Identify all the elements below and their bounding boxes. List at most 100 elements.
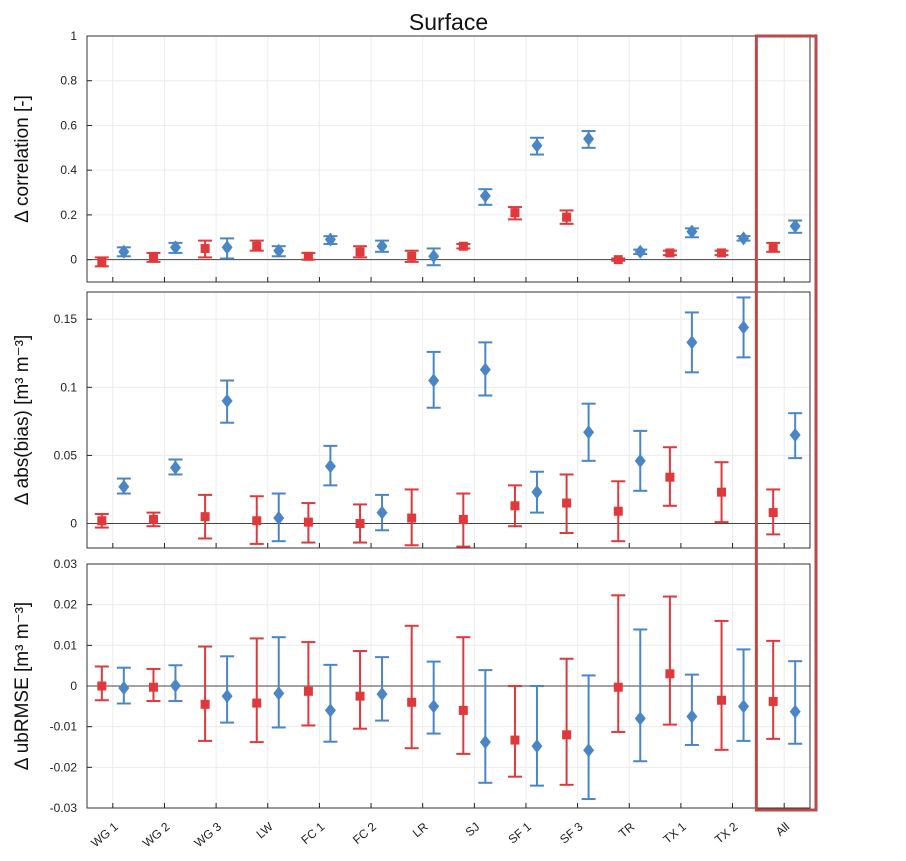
data-point-diamond bbox=[273, 686, 285, 701]
y-tick-label: 0.6 bbox=[60, 118, 77, 132]
data-point-diamond bbox=[634, 453, 646, 468]
y-tick-label: 0 bbox=[70, 253, 77, 267]
data-point-diamond bbox=[583, 743, 595, 758]
data-point-square bbox=[562, 498, 572, 508]
x-tick-label: SF 1 bbox=[505, 819, 534, 846]
series-red bbox=[94, 206, 781, 268]
data-point-diamond bbox=[169, 240, 181, 255]
y-tick-label: -0.02 bbox=[50, 760, 78, 774]
data-point-diamond bbox=[428, 249, 440, 264]
axes-frame bbox=[86, 291, 811, 549]
series-blue bbox=[116, 130, 803, 267]
data-point-diamond bbox=[324, 459, 336, 474]
data-point-diamond bbox=[428, 373, 440, 388]
x-tick-label: WG 2 bbox=[140, 819, 173, 850]
data-point-square bbox=[665, 472, 675, 482]
data-point-diamond bbox=[169, 678, 181, 693]
x-tick-label: TX 1 bbox=[660, 819, 689, 846]
data-point-square bbox=[665, 669, 675, 679]
data-point-square bbox=[355, 691, 365, 701]
y-tick-label: 1 bbox=[70, 29, 77, 43]
axes-frame bbox=[86, 563, 811, 809]
panel-1: 0 0.2 0.4 0.6 0.8 1 Δ correlation [-] bbox=[12, 29, 811, 283]
data-point-square bbox=[97, 257, 107, 267]
data-point-diamond bbox=[273, 243, 285, 258]
data-point-diamond bbox=[221, 240, 233, 255]
data-point-diamond bbox=[221, 393, 233, 408]
data-point-diamond bbox=[738, 699, 750, 714]
panel-3: -0.03 -0.02 -0.01 0 0.01 0.02 0.03 Δ ubRMSE [m³… bbox=[12, 557, 811, 815]
x-tick-label: SJ bbox=[463, 820, 483, 840]
data-point-square bbox=[407, 251, 417, 261]
y-tick-label: 0 bbox=[70, 516, 77, 530]
data-point-diamond bbox=[118, 681, 130, 696]
y-tick-label: 0.4 bbox=[60, 163, 77, 177]
y-tick-label: 0 bbox=[70, 679, 77, 693]
data-point-square bbox=[200, 512, 210, 522]
data-point-square bbox=[717, 248, 727, 258]
data-point-square bbox=[355, 518, 365, 528]
data-point-diamond bbox=[531, 485, 543, 500]
data-point-square bbox=[200, 243, 210, 253]
data-point-square bbox=[768, 242, 778, 252]
data-point-square bbox=[148, 514, 158, 524]
x-tick-label: All bbox=[773, 820, 792, 839]
data-point-diamond bbox=[686, 335, 698, 350]
x-tick-label: FC 2 bbox=[350, 819, 379, 847]
data-point-diamond bbox=[324, 703, 336, 718]
data-point-diamond bbox=[479, 362, 491, 377]
data-point-diamond bbox=[376, 239, 388, 254]
y-tick-label: 0.03 bbox=[54, 557, 78, 571]
series-blue bbox=[116, 628, 803, 801]
y-axis-label: Δ abs(bias) [m³ m⁻³] bbox=[12, 335, 33, 506]
data-point-diamond bbox=[169, 460, 181, 475]
y-tick-label: 0.8 bbox=[60, 74, 77, 88]
data-point-square bbox=[252, 241, 262, 251]
data-point-diamond bbox=[738, 231, 750, 246]
data-point-square bbox=[407, 513, 417, 523]
x-tick-label: LR bbox=[410, 819, 431, 840]
series-red bbox=[94, 594, 781, 786]
y-tick-label: 0.15 bbox=[54, 312, 78, 326]
data-point-square bbox=[768, 508, 778, 518]
data-point-square bbox=[148, 252, 158, 262]
y-tick-label: 0.05 bbox=[54, 448, 78, 462]
data-point-square bbox=[562, 212, 572, 222]
data-point-square bbox=[613, 682, 623, 692]
data-point-square bbox=[458, 514, 468, 524]
highlight-box-all bbox=[754, 34, 818, 812]
data-point-square bbox=[97, 681, 107, 691]
data-point-diamond bbox=[583, 425, 595, 440]
data-point-diamond bbox=[583, 131, 595, 146]
data-point-square bbox=[303, 251, 313, 261]
data-point-diamond bbox=[324, 232, 336, 247]
y-tick-label: 0.1 bbox=[60, 380, 77, 394]
data-point-diamond bbox=[634, 244, 646, 259]
x-tick-label: FC 1 bbox=[298, 819, 327, 847]
data-point-diamond bbox=[221, 689, 233, 704]
y-tick-label: 0.2 bbox=[60, 208, 77, 222]
x-tick-label: SF 3 bbox=[557, 819, 586, 846]
series-red bbox=[94, 446, 781, 548]
data-point-diamond bbox=[531, 739, 543, 754]
data-point-square bbox=[510, 501, 520, 511]
y-tick-label: 0.01 bbox=[54, 638, 78, 652]
data-point-square bbox=[613, 506, 623, 516]
data-point-diamond bbox=[376, 505, 388, 520]
data-point-square bbox=[613, 255, 623, 265]
data-point-square bbox=[148, 682, 158, 692]
x-tick-label: WG 1 bbox=[88, 819, 121, 850]
data-point-square bbox=[252, 516, 262, 526]
data-point-square bbox=[97, 516, 107, 526]
data-point-square bbox=[510, 208, 520, 218]
data-point-square bbox=[303, 686, 313, 696]
data-point-square bbox=[717, 695, 727, 705]
y-tick-label: 0.02 bbox=[54, 598, 78, 612]
data-point-square bbox=[458, 241, 468, 251]
y-axis-label: Δ ubRMSE [m³ m⁻³] bbox=[12, 602, 33, 770]
axes-frame bbox=[86, 35, 811, 283]
data-point-square bbox=[768, 696, 778, 706]
data-point-diamond bbox=[479, 735, 491, 750]
